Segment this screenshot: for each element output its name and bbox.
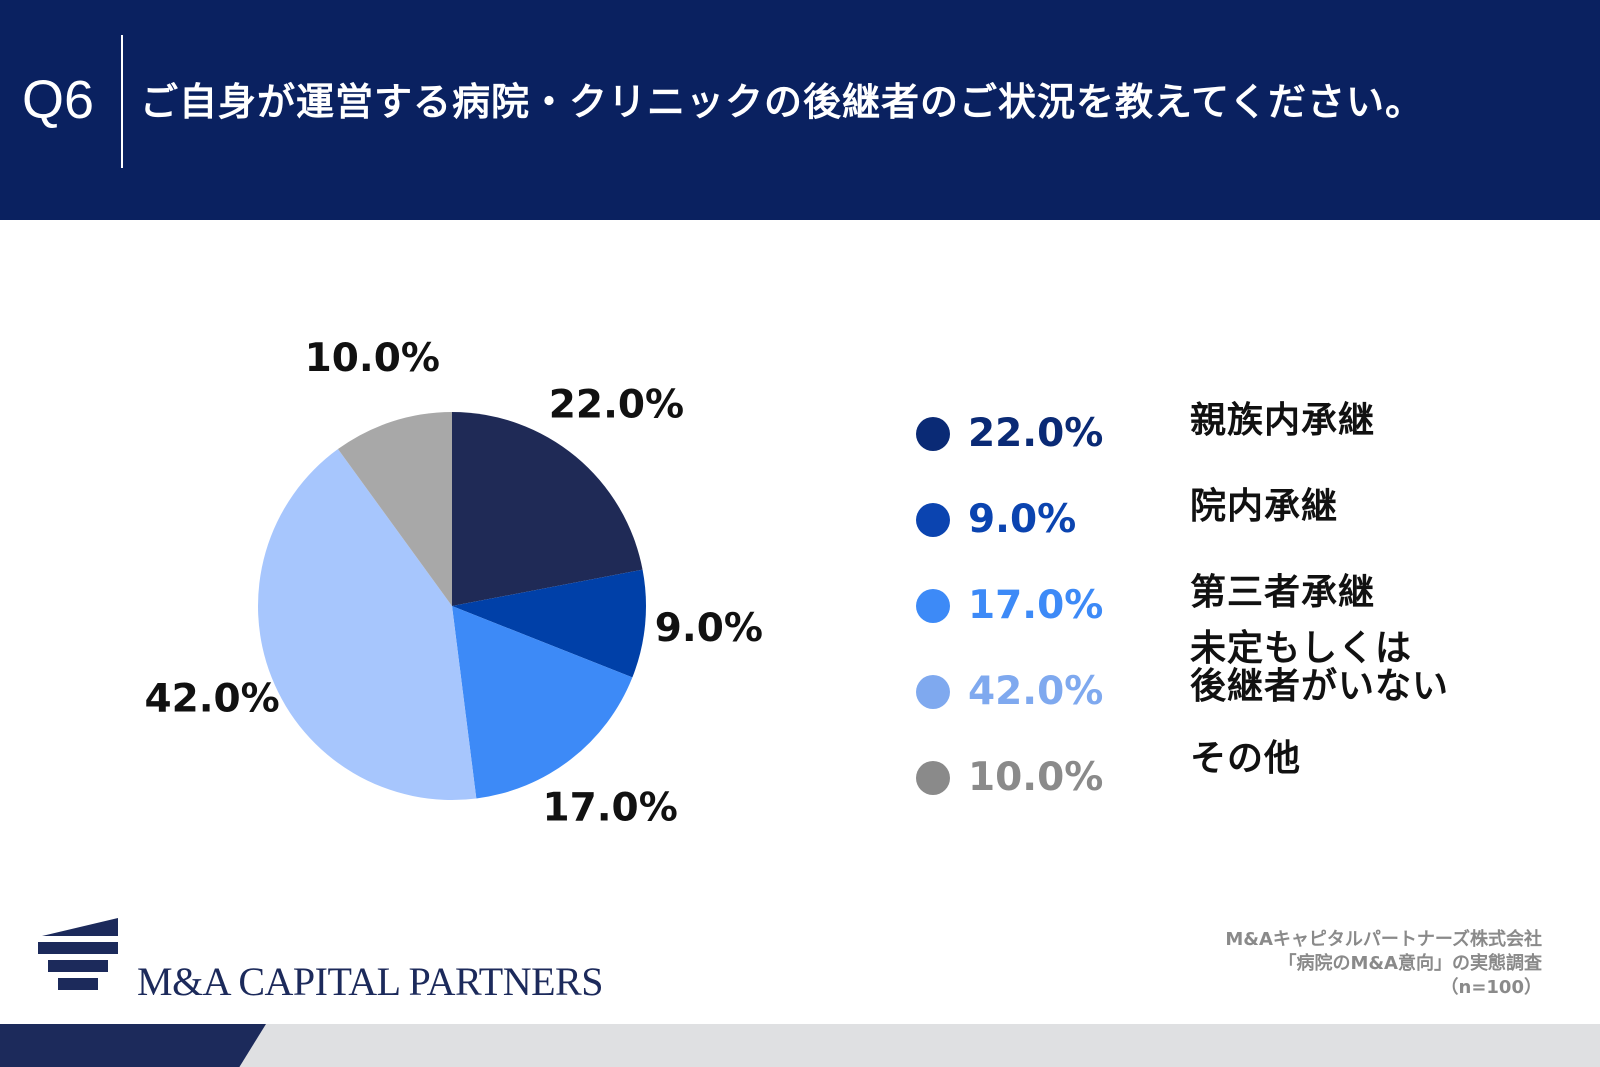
legend-dot-4 — [916, 761, 950, 795]
pie-chart: 22.0% 9.0% 17.0% 42.0% 10.0% — [144, 336, 763, 830]
legend-dot-1 — [916, 503, 950, 537]
legend-percent: 42.0% — [968, 669, 1104, 714]
source-note: M&Aキャピタルパートナーズ株式会社 「病院のM&A意向」の実態調査 （n=10… — [1062, 928, 1542, 1000]
legend-dot-0 — [916, 417, 950, 451]
legend-label: その他 — [1190, 738, 1302, 779]
pie-slice-2 — [452, 606, 633, 799]
logo-mark-icon — [38, 918, 118, 990]
question-title: ご自身が運営する病院・クリニックの後継者のご状況を教えてください。 — [140, 80, 1424, 124]
data-label-0: 22.0% — [549, 383, 684, 428]
source-line: 「病院のM&A意向」の実態調査 — [1278, 953, 1542, 974]
legend-percent: 17.0% — [968, 583, 1104, 628]
pie-slice-4 — [337, 412, 452, 606]
legend-item: 22.0% 親族内承継 — [910, 400, 1510, 470]
data-label-3: 42.0% — [144, 676, 279, 721]
logo-wordmark: M&A CAPITAL PARTNERS — [137, 959, 603, 1004]
legend-item: 10.0% その他 — [910, 740, 1510, 814]
footer-accent — [0, 1024, 266, 1067]
legend-item: 42.0% 未定もしくは 後継者がいない — [910, 630, 1510, 728]
legend-percent: 9.0% — [968, 497, 1077, 542]
question-number: Q6 — [22, 70, 95, 130]
legend-item: 17.0% 第三者承継 — [910, 572, 1510, 642]
legend-label: 未定もしくは 後継者がいない — [1190, 628, 1450, 707]
legend-dot-3 — [916, 675, 950, 709]
pie-slice-0 — [452, 412, 643, 606]
pie-slice-1 — [452, 569, 646, 678]
data-label-1: 9.0% — [655, 606, 763, 651]
legend-dot-2 — [916, 589, 950, 623]
legend-label: 第三者承継 — [1190, 572, 1376, 613]
data-label-2: 17.0% — [542, 785, 677, 830]
legend-percent: 22.0% — [968, 411, 1104, 456]
source-line: （n=100） — [1440, 977, 1542, 998]
legend-label: 院内承継 — [1190, 486, 1339, 527]
legend-percent: 10.0% — [968, 755, 1104, 800]
legend-item: 9.0% 院内承継 — [910, 486, 1510, 556]
header-banner: Q6 ご自身が運営する病院・クリニックの後継者のご状況を教えてください。 — [0, 0, 1600, 220]
header-divider — [121, 35, 123, 168]
footer-band — [0, 1024, 1600, 1067]
legend-label: 親族内承継 — [1190, 400, 1376, 441]
data-label-4: 10.0% — [305, 336, 440, 381]
source-line: M&Aキャピタルパートナーズ株式会社 — [1225, 929, 1542, 950]
pie-slice-3 — [257, 449, 477, 800]
